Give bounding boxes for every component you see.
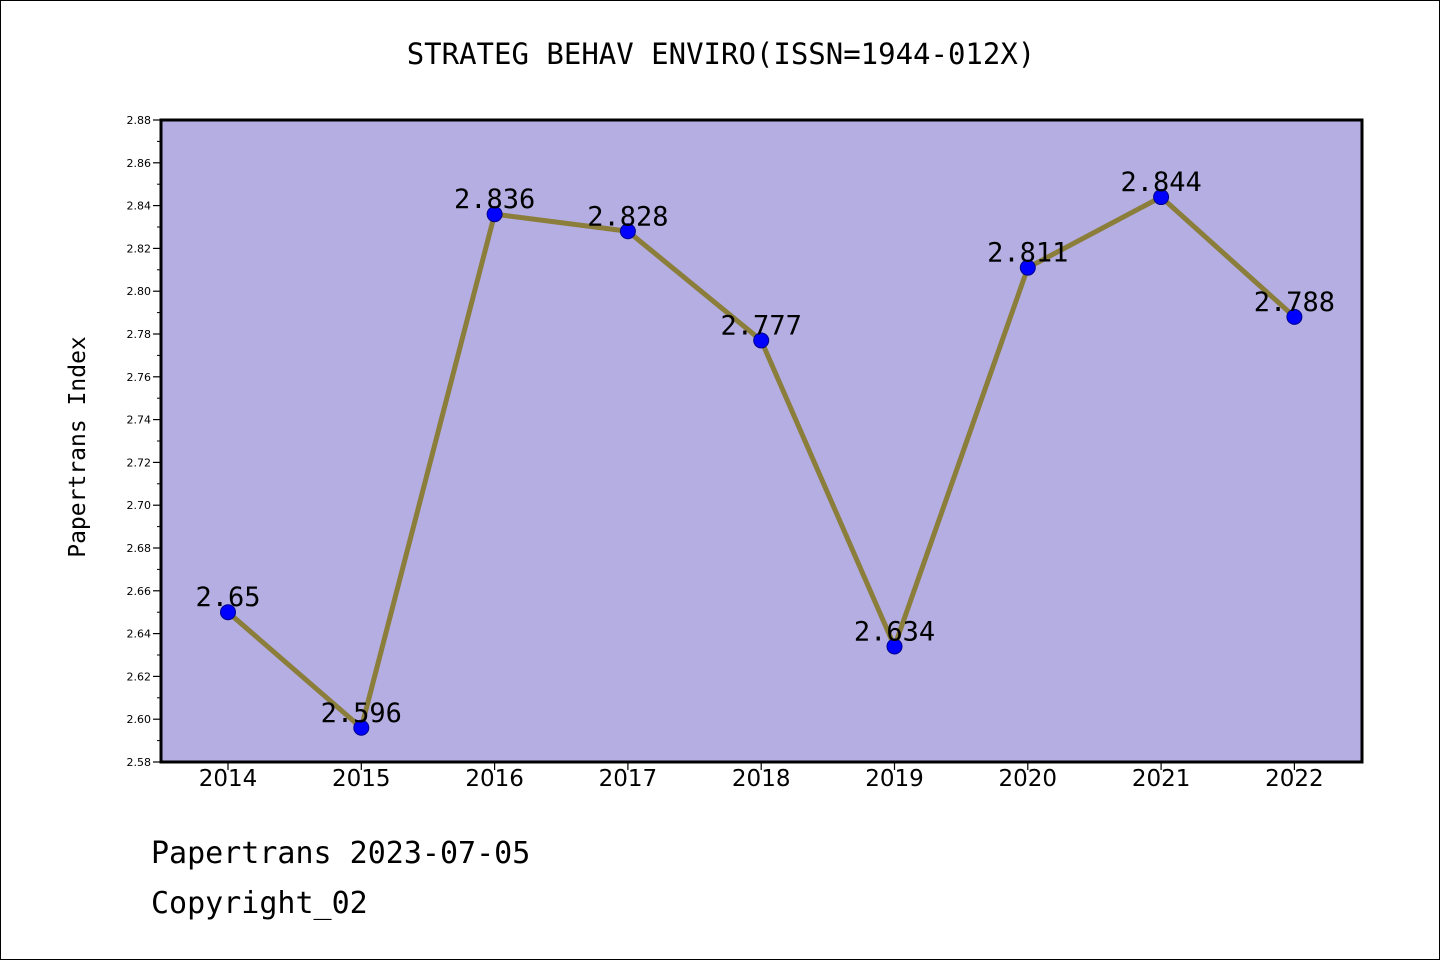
- y-tick-label: 2.80: [127, 285, 152, 298]
- x-tick-label: 2015: [332, 766, 391, 792]
- footer-copyright: Copyright_02: [151, 886, 368, 921]
- data-label: 2.836: [454, 184, 535, 215]
- x-tick-label: 2014: [199, 766, 258, 792]
- data-label: 2.788: [1254, 287, 1335, 318]
- y-tick-label: 2.74: [127, 414, 152, 427]
- y-tick-label: 2.82: [127, 242, 152, 255]
- y-tick-label: 2.64: [127, 628, 152, 641]
- x-tick-label: 2018: [732, 766, 791, 792]
- y-tick-label: 2.68: [127, 542, 152, 555]
- y-tick-label: 2.88: [127, 114, 152, 127]
- data-point: [486, 206, 503, 223]
- data-point: [1153, 189, 1170, 206]
- data-label: 2.777: [721, 310, 802, 341]
- x-tick-label: 2016: [465, 766, 524, 792]
- y-tick-label: 2.84: [127, 200, 152, 213]
- footer-date: Papertrans 2023-07-05: [151, 836, 531, 871]
- y-tick-label: 2.62: [127, 670, 152, 683]
- data-point: [753, 332, 770, 349]
- data-label: 2.844: [1120, 167, 1201, 198]
- plot-area: [161, 120, 1362, 762]
- y-axis: 2.58 2.60 2.62 2.64 2.66 2.68 2.70 2.72 2.74 2.76…: [127, 114, 161, 769]
- data-label: 2.634: [854, 616, 935, 647]
- data-label: 2.828: [587, 201, 668, 232]
- y-tick-label: 2.60: [127, 713, 152, 726]
- data-point: [1286, 308, 1303, 325]
- plot-frame: [159, 118, 1364, 764]
- x-tick-label: 2022: [1265, 766, 1324, 792]
- x-tick-label: 2020: [999, 766, 1058, 792]
- y-tick-label: 2.66: [127, 585, 152, 598]
- x-tick-label: 2019: [865, 766, 924, 792]
- y-tick-label: 2.58: [127, 756, 152, 769]
- chart-title: STRATEG BEHAV ENVIRO(ISSN=1944-012X): [406, 37, 1036, 71]
- data-point: [1019, 259, 1036, 276]
- y-tick-label: 2.86: [127, 157, 152, 170]
- x-tick-label: 2021: [1132, 766, 1191, 792]
- data-point: [220, 604, 236, 621]
- y-tick-label: 2.72: [127, 456, 152, 469]
- data-label: 2.596: [321, 698, 402, 729]
- y-tick-label: 2.70: [127, 499, 152, 512]
- data-point: [353, 719, 370, 736]
- data-point: [619, 223, 636, 240]
- y-tick-label: 2.78: [127, 328, 152, 341]
- x-tick-label: 2017: [599, 766, 658, 792]
- series: 2.65 2.596 2.836 2.828 2.777 2.634 2.811 2.844 2…: [195, 167, 1335, 736]
- data-point: [886, 638, 903, 655]
- x-axis: 2014 2015 2016 2017 2018 2019 2020 2021 2022: [199, 762, 1324, 792]
- data-label: 2.65: [195, 582, 260, 613]
- y-tick-label: 2.76: [127, 371, 152, 384]
- data-label: 2.811: [987, 238, 1068, 269]
